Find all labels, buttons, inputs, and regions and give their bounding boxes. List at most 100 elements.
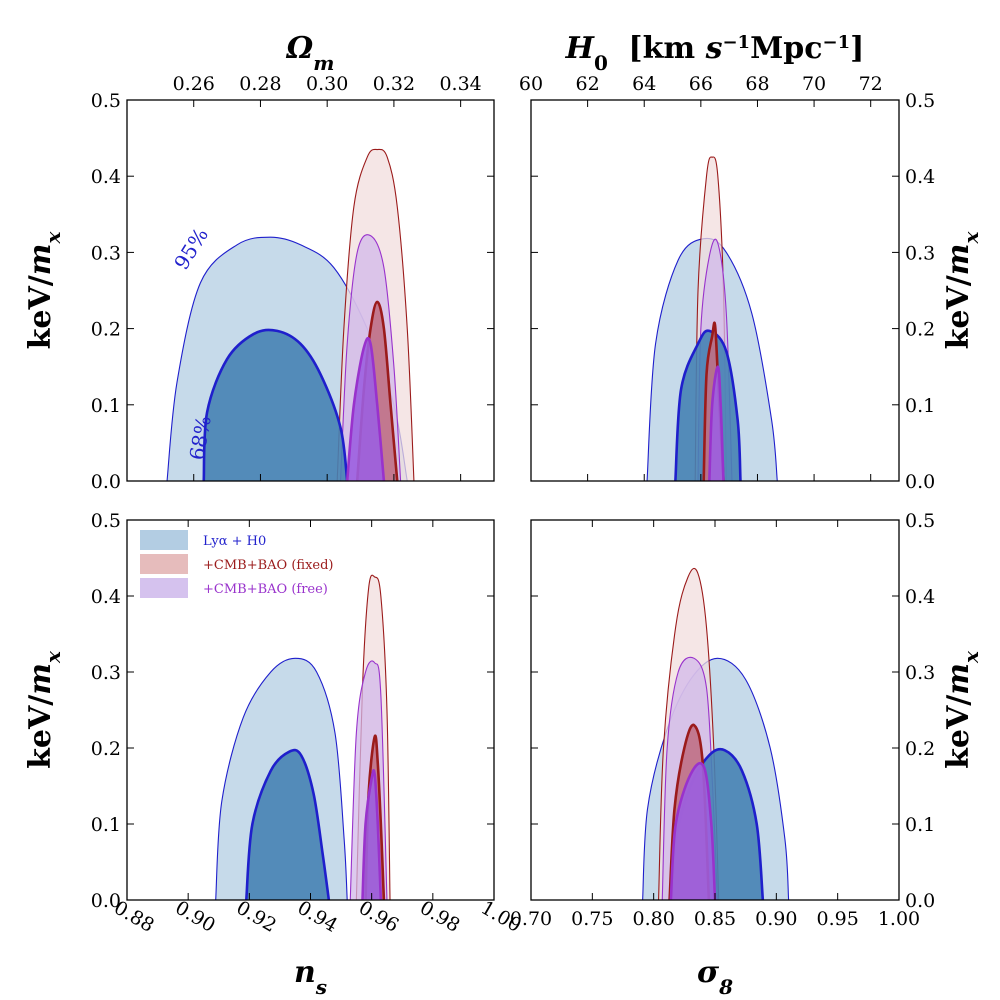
y-axis-title: keV/mx: [23, 650, 65, 769]
contour-line-cmb-bao-free-68: [708, 365, 725, 481]
contour-level-label: 95%: [169, 223, 213, 273]
plot-frame: [126, 99, 495, 482]
contour-line-cmb-bao-free-68: [669, 761, 717, 900]
x-tick-label: 72: [859, 73, 883, 95]
x-tick-label: 0.98: [416, 897, 464, 937]
x-ticks: 0.70 0.75 0.80 0.85 0.90 0.95 1.00: [510, 520, 920, 930]
y-tick-label: 0.2: [91, 319, 121, 341]
x-tick-label: 62: [576, 73, 600, 95]
x-tick-label: 0.85: [694, 908, 736, 930]
y-ticks: 0.0 0.1 0.2 0.3 0.4 0.5: [91, 90, 494, 493]
legend-label: +CMB+BAO (free): [203, 582, 328, 597]
contour-line-cmb-bao-fixed-95: [336, 148, 415, 481]
y-tick-label: 0.5: [905, 90, 935, 112]
contour-line-cmb-bao-free-68: [361, 768, 383, 900]
y-tick-label: 0.2: [905, 738, 935, 760]
y-tick-label: 0.1: [91, 395, 121, 417]
contour-fill-ly-h0-68: [203, 329, 348, 481]
y-tick-label: 0.5: [905, 510, 935, 532]
panel-top-left: 0.0 0.1 0.2 0.3 0.4 0.5 0.26 0.28 0.30 0.32 0.34 Ωm…: [23, 31, 495, 493]
legend-label: +CMB+BAO (fixed): [203, 558, 334, 573]
legend: Lyα + H0 +CMB+BAO (fixed) +CMB+BAO (free): [140, 530, 334, 598]
y-tick-label: 0.0: [905, 890, 935, 912]
x-tick-label: 66: [689, 73, 713, 95]
y-tick-label: 0.2: [905, 319, 935, 341]
y-tick-label: 0.0: [905, 471, 935, 493]
x-tick-label: 0.32: [373, 73, 415, 95]
y-ticks: 0.0 0.1 0.2 0.3 0.4 0.5: [531, 90, 935, 493]
x-tick-label: 0.95: [817, 908, 859, 930]
x-ticks: 0.26 0.28 0.30 0.32 0.34: [173, 73, 482, 481]
x-axis-title: σ8: [697, 955, 733, 999]
y-tick-label: 0.3: [91, 662, 121, 684]
x-tick-label: 0.30: [306, 73, 348, 95]
contour-line-cmb-bao-free-95: [349, 660, 388, 900]
y-tick-label: 0.1: [905, 814, 935, 836]
x-tick-label: 0.90: [755, 908, 797, 930]
panel-bottom-right: 0.00.10.20.30.40.50.70 0.75 0.80 0.85 0.90 0.…: [510, 510, 983, 999]
y-tick-label: 0.4: [91, 586, 121, 608]
legend-swatch: [140, 554, 188, 574]
x-tick-label: 0.88: [110, 897, 158, 937]
contour-line-ly-h0-68: [202, 328, 349, 481]
panels-group: 0.0 0.1 0.2 0.3 0.4 0.5 0.26 0.28 0.30 0.32 0.34 Ωm…: [23, 31, 983, 999]
x-tick-label: 1.00: [878, 908, 920, 930]
contour-line-cmb-bao-free-95: [339, 234, 402, 481]
contour-line-ly-h0-95: [215, 657, 348, 900]
contour-line-cmb-bao-free-68: [345, 336, 386, 481]
x-tick-label: 0.34: [439, 73, 481, 95]
x-tick-label: 0.96: [355, 897, 403, 937]
x-tick-label: 0.80: [633, 908, 675, 930]
y-tick-label: 0.3: [91, 242, 121, 264]
y-ticks: 0.0 0.1 0.2 0.3 0.4 0.5: [531, 510, 935, 912]
y-axis-title: keV/mx: [941, 231, 983, 350]
panel-bottom-left: 0.00.10.20.30.40.50.88 0.90 0.92 0.94 0.96 0.…: [23, 510, 525, 999]
contour-fill-ly-h0-68: [246, 750, 329, 900]
x-tick-label: 70: [802, 73, 826, 95]
contour-line-cmb-bao-fixed-95: [658, 567, 720, 900]
contour-line-ly-h0-95: [642, 657, 790, 900]
y-tick-label: 0.1: [91, 814, 121, 836]
contour-line-ly-h0-68: [244, 748, 331, 900]
x-axis-title: ns: [294, 955, 327, 999]
legend-swatch: [140, 578, 188, 598]
y-ticks: 0.0 0.1 0.2 0.3 0.4 0.5: [91, 510, 494, 912]
x-tick-label: 0.94: [294, 897, 342, 937]
x-axis-title: H0 [km s−1Mpc−1]: [565, 31, 865, 75]
x-tick-label: 0.70: [510, 908, 552, 930]
x-tick-label: 64: [632, 73, 656, 95]
x-tick-label: 0.92: [233, 897, 281, 937]
y-tick-label: 0.1: [905, 395, 935, 417]
y-axis-title: keV/mx: [23, 231, 65, 350]
y-tick-label: 0.5: [91, 510, 121, 532]
contours-group: [215, 574, 391, 900]
x-tick-label: 68: [745, 73, 769, 95]
x-ticks: 60 62 64 66 68 70 72: [519, 73, 883, 481]
contours-group: [642, 567, 790, 900]
contour-fill-cmb-bao-free-68: [347, 338, 384, 481]
y-tick-label: 0.3: [905, 242, 935, 264]
y-tick-label: 0.4: [91, 166, 121, 188]
legend-label: Lyα + H0: [203, 534, 266, 549]
contour-line-ly-h0-68: [674, 329, 742, 481]
contours-group: [166, 148, 415, 481]
x-tick-label: 0.90: [171, 897, 219, 937]
y-axis-title: keV/mx: [941, 650, 983, 769]
y-tick-label: 0.5: [91, 90, 121, 112]
y-tick-label: 0.4: [905, 586, 935, 608]
x-axis-title: Ωm: [286, 31, 335, 75]
x-tick-label: 0.26: [173, 73, 215, 95]
plot-frame: [530, 99, 900, 482]
y-tick-label: 0.0: [91, 890, 121, 912]
y-tick-label: 0.3: [905, 662, 935, 684]
contours-group: [646, 156, 778, 481]
x-tick-label: 60: [519, 73, 543, 95]
x-tick-label: 0.28: [239, 73, 281, 95]
y-tick-label: 0.2: [91, 738, 121, 760]
y-tick-label: 0.0: [91, 471, 121, 493]
legend-swatch: [140, 530, 188, 550]
y-tick-label: 0.4: [905, 166, 935, 188]
x-tick-label: 0.75: [571, 908, 613, 930]
